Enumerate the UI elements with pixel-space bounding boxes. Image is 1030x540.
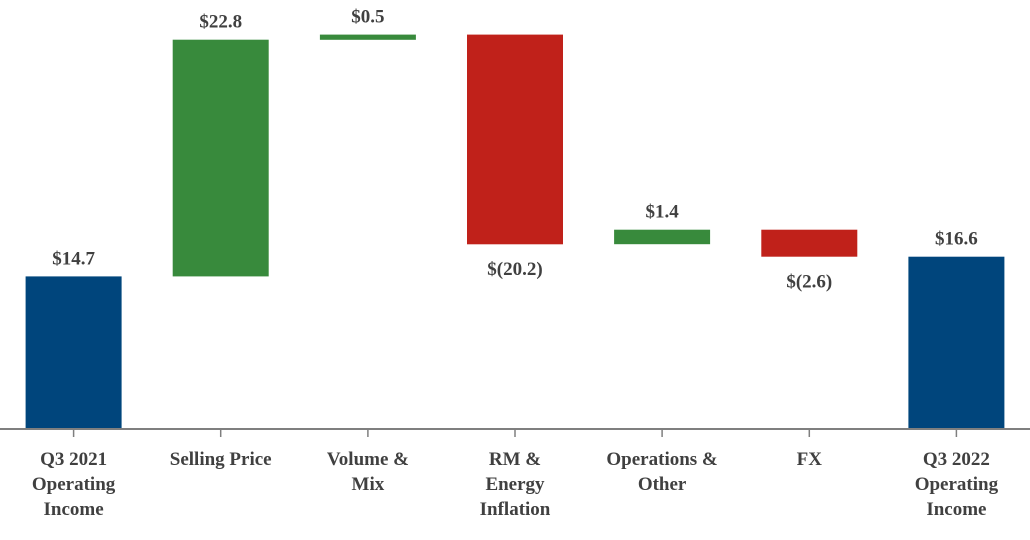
category-label-0: Q3 2021 Operating Income xyxy=(32,449,116,520)
value-label-3: $(20.2) xyxy=(487,259,542,280)
bar-1 xyxy=(172,39,269,277)
bars-group xyxy=(25,34,1005,429)
category-label-line: Selling Price xyxy=(170,449,272,470)
value-label-4: $1.4 xyxy=(645,202,679,223)
bar-6 xyxy=(908,256,1005,429)
value-label-0: $14.7 xyxy=(52,248,95,269)
category-label-line: Operations & xyxy=(606,449,717,470)
category-label-line: Other xyxy=(638,474,687,495)
category-label-line: RM & xyxy=(489,449,541,470)
bar-3 xyxy=(467,34,563,245)
category-label-5: FX xyxy=(797,449,823,470)
bar-5 xyxy=(761,229,858,257)
value-label-6: $16.6 xyxy=(935,229,978,250)
category-label-line: Q3 2021 xyxy=(40,449,107,470)
category-label-line: FX xyxy=(797,449,823,470)
category-labels-group: Q3 2021 Operating Income Selling Price Volum… xyxy=(32,449,999,520)
category-label-4: Operations & Other xyxy=(606,449,717,495)
category-label-line: Q3 2022 xyxy=(923,449,990,470)
bar-4 xyxy=(614,229,711,245)
value-label-2: $0.5 xyxy=(351,7,384,28)
bar-2 xyxy=(319,34,416,40)
category-label-line: Mix xyxy=(352,474,385,495)
category-label-line: Income xyxy=(44,499,104,520)
category-label-1: Selling Price xyxy=(170,449,272,470)
category-label-6: Q3 2022 Operating Income xyxy=(915,449,999,520)
category-label-3: RM & Energy Inflation xyxy=(480,449,551,520)
category-label-line: Operating xyxy=(915,474,999,495)
bar-0 xyxy=(25,276,122,429)
category-label-line: Inflation xyxy=(480,499,551,520)
x-axis-ticks-group xyxy=(72,429,958,437)
value-label-1: $22.8 xyxy=(199,12,242,33)
category-label-line: Income xyxy=(926,499,986,520)
category-label-line: Volume & xyxy=(327,449,409,470)
category-label-line: Energy xyxy=(485,474,545,495)
value-label-5: $(2.6) xyxy=(786,272,832,293)
category-label-line: Operating xyxy=(32,474,116,495)
category-label-2: Volume & Mix xyxy=(327,449,409,495)
value-labels-group: $14.7 $22.8 $0.5 $(20.2) $1.4 $(2.6) $16.6 xyxy=(52,7,978,293)
